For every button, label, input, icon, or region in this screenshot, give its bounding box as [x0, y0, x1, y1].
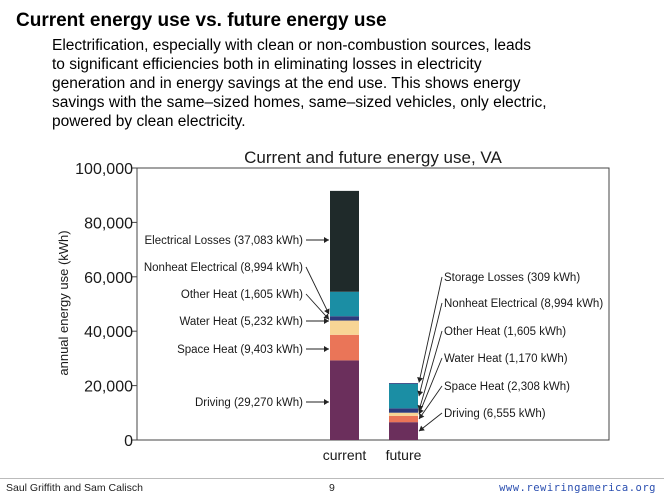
- bar-segment-driving-future: [389, 422, 418, 440]
- annotation-future-arrow-head: [418, 408, 424, 415]
- x-tick-label: current: [323, 447, 367, 463]
- annotation-current-label: Water Heat (5,232 kWh): [179, 316, 303, 328]
- body-line: savings with the same–sized homes, same–…: [52, 94, 547, 111]
- bar-segment-nonheat-electrical-future: [389, 383, 418, 409]
- bar-segment-water-heat-future: [389, 412, 418, 416]
- y-tick-label: 80,000: [84, 215, 133, 232]
- y-axis-ticks: 0 20,000 40,000 60,000 80,000 100,000: [75, 161, 137, 450]
- bar-segment-storage-losses-future: [389, 383, 418, 384]
- y-tick-label: 0: [124, 433, 133, 450]
- annotation-current-arrow-line: [305, 293, 330, 320]
- slide-title: Current energy use vs. future energy use: [16, 10, 387, 31]
- annotation-current-arrow-head: [324, 399, 329, 405]
- annotation-future-arrow-head: [417, 377, 423, 383]
- annotation-current-arrow-head: [323, 313, 329, 320]
- annotation-future-arrow-line: [418, 385, 443, 420]
- slide-body: Electrification, especially with clean o…: [52, 36, 622, 131]
- bar-segment-space-heat-future: [389, 415, 418, 423]
- annotation-future-arrow-line: [418, 276, 443, 383]
- y-tick-label: 40,000: [84, 324, 133, 341]
- y-axis-label: annual energy use (kWh): [56, 230, 71, 375]
- footer-authors: Saul Griffith and Sam Calisch: [6, 482, 143, 494]
- annotation-future-label: Space Heat (2,308 kWh): [444, 381, 570, 393]
- bar-segment-driving-current: [330, 360, 359, 440]
- annotation-current-arrow-head: [324, 318, 329, 324]
- bar-segment-nonheat-electrical-current: [330, 291, 359, 317]
- plot-frame: [136, 167, 610, 441]
- y-tick-label: 60,000: [84, 270, 133, 287]
- annotation-future-label: Water Heat (1,170 kWh): [444, 353, 568, 365]
- annotation-future-arrow-line: [418, 302, 443, 397]
- x-tick-label: future: [386, 447, 422, 463]
- footer-rule: [0, 478, 664, 479]
- annotation-future-arrow-head: [419, 413, 425, 420]
- bar-segment-other-heat-future: [389, 408, 418, 413]
- bar-segment-space-heat-current: [330, 334, 359, 361]
- bar-segment-water-heat-current: [330, 320, 359, 335]
- annotation-current-arrow-head: [324, 308, 330, 315]
- y-tick-label: 100,000: [75, 161, 133, 178]
- annotation-future-label: Driving (6,555 kWh): [444, 408, 546, 420]
- annotation-current-arrow-line: [305, 266, 330, 315]
- annotation-current-label: Driving (29,270 kWh): [195, 397, 303, 409]
- bar-segment-other-heat-current: [330, 316, 359, 321]
- annotation-current-label: Electrical Losses (37,083 kWh): [144, 235, 303, 247]
- bars: [330, 190, 418, 440]
- annotations: Electrical Losses (37,083 kWh) Nonheat El…: [144, 235, 603, 432]
- chart-title: Current and future energy use, VA: [244, 148, 502, 167]
- annotation-current-arrow-head: [324, 237, 329, 243]
- annotation-future-arrow-head: [419, 425, 425, 432]
- annotation-current-arrow-head: [324, 346, 329, 352]
- bar-segment-electrical-losses-current: [330, 190, 359, 292]
- annotation-future-label: Other Heat (1,605 kWh): [444, 326, 566, 338]
- stacked-bar-chart: Current and future energy use, VA annual…: [56, 148, 610, 463]
- body-line: to significant efficiencies both in elim…: [52, 56, 482, 73]
- annotation-future-label: Storage Losses (309 kWh): [444, 272, 580, 284]
- annotation-future-label: Nonheat Electrical (8,994 kWh): [444, 298, 603, 310]
- body-line: powered by clean electricity.: [52, 113, 246, 130]
- footer-url[interactable]: www.rewiringamerica.org: [499, 482, 656, 494]
- annotation-current-label: Other Heat (1,605 kWh): [181, 289, 303, 301]
- annotation-future-arrow-line: [418, 357, 443, 415]
- page-number: 9: [329, 482, 335, 494]
- annotation-future-arrow-head: [417, 390, 424, 397]
- body-line: Electrification, especially with clean o…: [52, 37, 532, 54]
- annotation-current-label: Space Heat (9,403 kWh): [177, 344, 303, 356]
- x-axis-ticks: current future: [323, 447, 422, 463]
- y-tick-label: 20,000: [84, 379, 133, 396]
- body-line: generation and in energy savings at the …: [52, 75, 521, 92]
- annotation-current-label: Nonheat Electrical (8,994 kWh): [144, 262, 303, 274]
- annotation-future-arrow-line: [418, 330, 443, 411]
